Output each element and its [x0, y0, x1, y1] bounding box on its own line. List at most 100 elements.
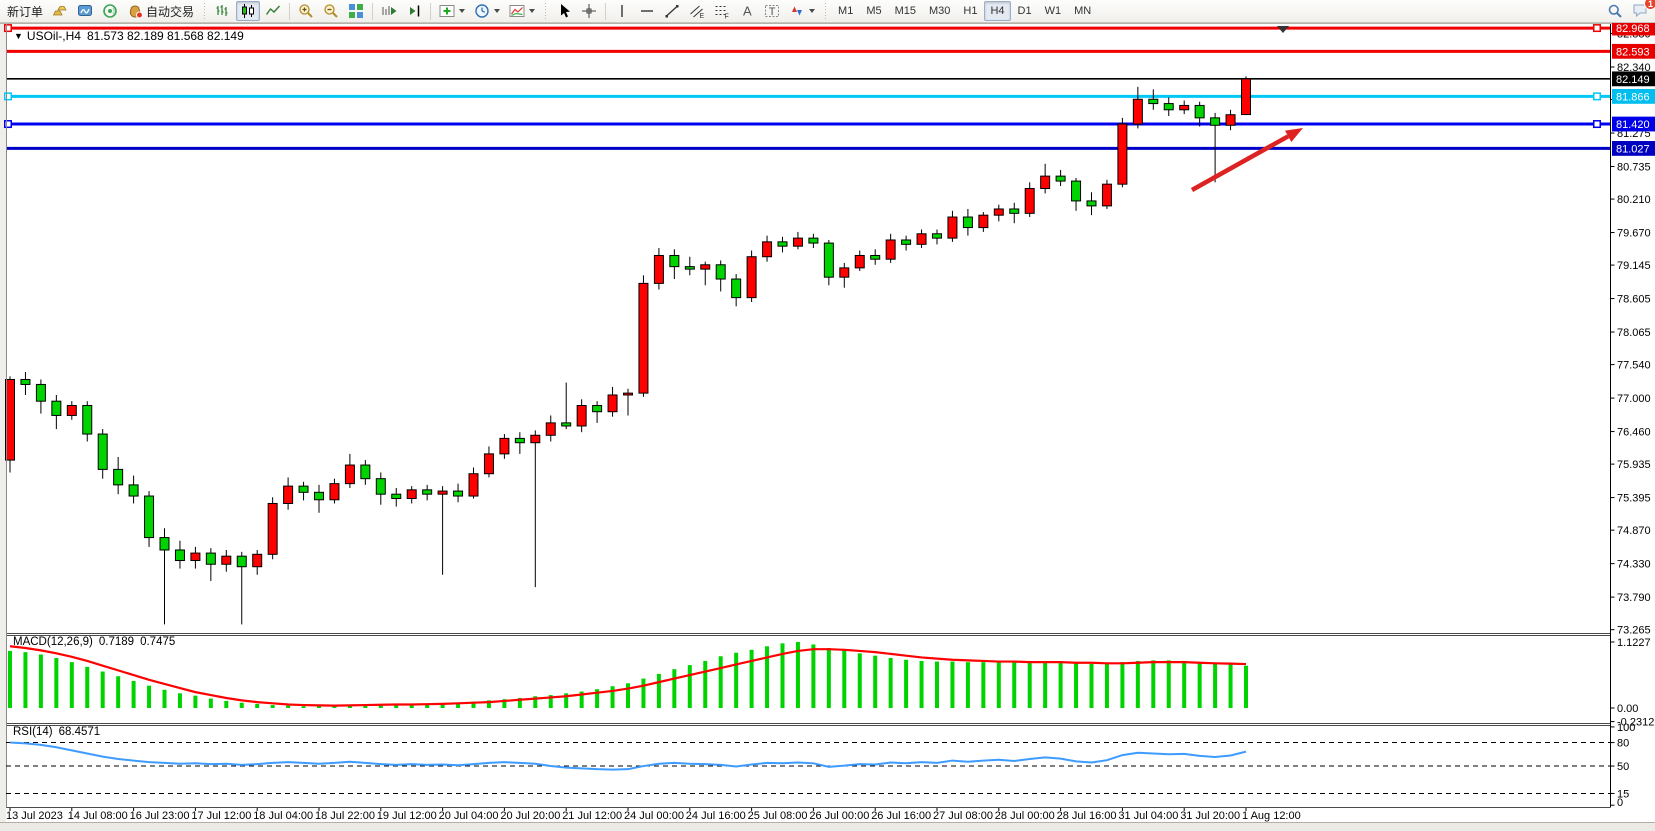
toolbar-grip: [544, 3, 548, 19]
time-label: 28 Jul 00:00: [995, 810, 1055, 822]
macd-histogram-bar: [888, 658, 893, 708]
macd-histogram-bar: [425, 703, 430, 708]
arrows-tool-button[interactable]: [785, 1, 819, 21]
candle-body: [97, 433, 108, 470]
signals-button[interactable]: [98, 1, 122, 21]
templates-button[interactable]: [505, 1, 539, 21]
hline-selection-marker[interactable]: [4, 92, 12, 101]
candle-body: [283, 485, 294, 504]
line-chart-icon: [265, 3, 281, 19]
timeframe-button-m5[interactable]: M5: [860, 1, 887, 21]
candle-body: [1179, 104, 1190, 111]
time-label: 25 Jul 08:00: [748, 810, 808, 822]
chart-canvas[interactable]: 1.12270.00-0.2312100805015082.88082.3408…: [0, 23, 1655, 831]
text-label-button[interactable]: T: [760, 1, 784, 21]
price-label-text: 81.420: [1616, 119, 1650, 131]
notification-badge: 1: [1644, 0, 1655, 10]
autotrading-label: 自动交易: [146, 4, 195, 19]
macd-histogram-bar: [718, 656, 723, 708]
timeframe-button-m30[interactable]: M30: [923, 1, 956, 21]
macd-histogram-bar: [842, 650, 847, 708]
chart-shift-marker[interactable]: [1277, 26, 1289, 33]
fibonacci-button[interactable]: F: [710, 1, 734, 21]
cursor-button[interactable]: [552, 1, 576, 21]
candle-body: [808, 237, 819, 244]
macd-histogram-bar: [687, 665, 692, 708]
timeframe-button-m1[interactable]: M1: [832, 1, 859, 21]
macd-histogram-bar: [672, 669, 677, 708]
macd-histogram-bar: [981, 662, 986, 708]
periods-button[interactable]: [470, 1, 504, 21]
auto-scroll-button[interactable]: [377, 1, 401, 21]
candle-body: [422, 489, 433, 495]
annotation-arrow-head[interactable]: [1284, 128, 1303, 142]
horizontal-line-button[interactable]: [635, 1, 659, 21]
trendline-button[interactable]: [660, 1, 684, 21]
window-left-frame: [0, 23, 6, 831]
chart-bars-button[interactable]: [211, 1, 235, 21]
candle-body: [731, 278, 742, 299]
time-label: 14 Jul 08:00: [68, 810, 128, 822]
autotrading-button[interactable]: 自动交易: [123, 1, 198, 21]
chart-candles-button[interactable]: [236, 1, 261, 21]
macd-histogram-bar: [502, 699, 507, 708]
macd-histogram-bar: [1043, 661, 1048, 708]
channel-icon: E: [689, 3, 705, 19]
chart-window[interactable]: 1.12270.00-0.2312100805015082.88082.3408…: [0, 23, 1655, 831]
timeframe-button-d1[interactable]: D1: [1012, 1, 1038, 21]
hline-selection-marker[interactable]: [1593, 120, 1601, 129]
equidistant-channel-button[interactable]: E: [685, 1, 709, 21]
vertical-line-button[interactable]: [610, 1, 634, 21]
macd-histogram-bar: [54, 658, 59, 708]
price-tick-label: 82.340: [1617, 62, 1651, 74]
crosshair-button[interactable]: [577, 1, 601, 21]
chart-shift-button[interactable]: [402, 1, 426, 21]
candle-body: [870, 254, 881, 260]
indicators-button[interactable]: [435, 1, 469, 21]
tile-windows-button[interactable]: [344, 1, 368, 21]
price-label-text: 81.027: [1616, 143, 1650, 155]
hline-selection-marker[interactable]: [4, 120, 12, 129]
hline-selection-marker[interactable]: [4, 24, 12, 33]
candle-body: [406, 489, 417, 500]
clock-icon: [474, 3, 490, 19]
time-label: 26 Jul 16:00: [871, 810, 931, 822]
hline-selection-marker[interactable]: [1593, 24, 1601, 33]
macd-histogram-bar: [85, 666, 90, 708]
macd-scale-label: -0.2312: [1617, 717, 1654, 729]
dropdown-caret-icon: [529, 9, 536, 13]
candle-body: [623, 392, 633, 396]
macd-histogram-bar: [533, 696, 538, 708]
candle-body: [391, 493, 402, 500]
zoom-out-button[interactable]: [319, 1, 343, 21]
hline-selection-marker[interactable]: [1593, 92, 1601, 101]
autotrading-icon: [127, 3, 144, 19]
candle-body: [1055, 175, 1066, 182]
annotation-arrow-shaft[interactable]: [1190, 134, 1290, 192]
chart-line-button[interactable]: [261, 1, 285, 21]
zoom-in-button[interactable]: [294, 1, 318, 21]
timeframe-button-m15[interactable]: M15: [889, 1, 922, 21]
macd-histogram-bar: [1120, 662, 1125, 708]
candle-body: [1163, 103, 1174, 111]
price-tick-label: 75.935: [1617, 459, 1651, 471]
macd-histogram-bar: [919, 660, 924, 708]
timeframe-button-mn[interactable]: MN: [1068, 1, 1097, 21]
new-order-button[interactable]: 新订单: [3, 1, 47, 21]
macd-histogram-bar: [904, 659, 909, 708]
timeframe-button-h4[interactable]: H4: [984, 1, 1011, 21]
candle-body: [483, 453, 494, 475]
candle-body: [1009, 208, 1020, 214]
community-button[interactable]: [73, 1, 97, 21]
text-button[interactable]: A: [735, 1, 759, 21]
macd-histogram-bar: [595, 689, 600, 708]
timeframe-button-w1[interactable]: W1: [1039, 1, 1068, 21]
candle-body: [607, 394, 618, 413]
timeframe-button-h1[interactable]: H1: [957, 1, 983, 21]
price-tick-label: 74.330: [1617, 559, 1651, 571]
gold-button[interactable]: [48, 1, 72, 21]
candle-body: [777, 241, 788, 247]
search-button[interactable]: [1603, 1, 1627, 21]
price-tick-label: 73.265: [1617, 625, 1651, 637]
community-icon: [77, 3, 93, 19]
